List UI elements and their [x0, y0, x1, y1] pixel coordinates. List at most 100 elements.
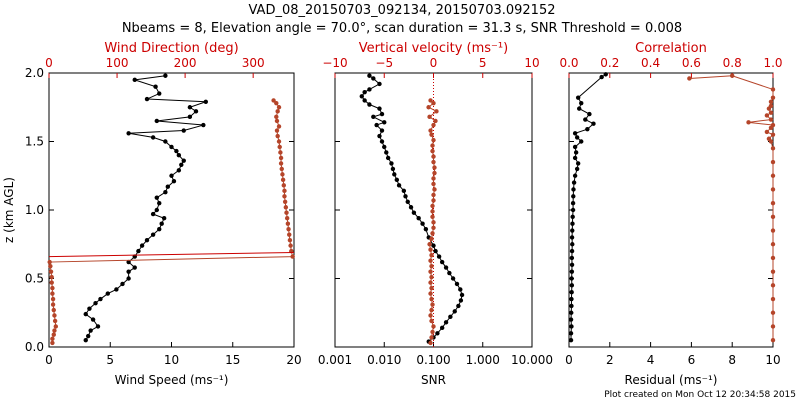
- data-point: [569, 283, 575, 288]
- data-point: [280, 172, 285, 177]
- data-point: [105, 291, 111, 296]
- top-tick-label: −5: [375, 56, 393, 70]
- data-point: [47, 259, 52, 265]
- data-point: [431, 122, 436, 128]
- data-point: [583, 117, 588, 122]
- data-point: [290, 254, 295, 259]
- data-point: [52, 328, 57, 333]
- data-point: [431, 154, 436, 159]
- created-footnote: Plot created on Mon Oct 12 20:34:58 2015: [604, 390, 796, 400]
- data-point: [569, 303, 574, 309]
- data-point: [51, 332, 56, 337]
- bottom-tick-label: 1.000: [466, 353, 500, 367]
- series-correlation: [687, 73, 776, 343]
- bottom-tick-label: 5: [106, 353, 114, 367]
- bottom-tick-label: 0.001: [318, 353, 352, 367]
- data-point: [770, 122, 776, 128]
- data-point: [276, 124, 282, 129]
- data-point: [139, 243, 145, 248]
- data-point: [171, 179, 177, 184]
- top-tick-label: 0.4: [641, 56, 660, 70]
- data-point: [770, 324, 776, 329]
- series-line: [689, 75, 774, 341]
- data-point: [439, 259, 445, 265]
- plot-frame: [48, 72, 295, 348]
- data-point: [53, 324, 59, 329]
- top-tick-label: 0.6: [682, 56, 701, 70]
- series-line: [49, 100, 294, 343]
- data-point: [571, 194, 576, 199]
- data-point: [203, 99, 208, 104]
- data-point: [275, 109, 280, 114]
- data-point: [428, 340, 433, 346]
- data-point: [603, 72, 608, 77]
- data-point: [574, 166, 580, 172]
- data-point: [154, 118, 159, 124]
- data-point: [570, 221, 575, 226]
- data-point: [568, 317, 574, 322]
- data-point: [126, 259, 131, 265]
- top-tick-label: 300: [242, 56, 265, 70]
- series-vertical-velocity: [426, 98, 439, 346]
- data-point: [187, 114, 193, 120]
- data-point: [428, 128, 433, 133]
- data-point: [434, 109, 439, 114]
- data-point: [362, 89, 367, 95]
- data-point: [367, 87, 372, 92]
- bottom-tick-label: 0.100: [416, 353, 450, 367]
- data-point: [51, 307, 56, 313]
- data-point: [403, 194, 408, 199]
- y-tick-label: 1.0: [25, 203, 44, 217]
- data-point: [770, 87, 776, 92]
- data-point: [284, 216, 290, 221]
- data-point: [431, 176, 436, 181]
- data-point: [367, 73, 372, 78]
- data-point: [377, 106, 382, 111]
- data-point: [377, 81, 382, 87]
- data-point: [570, 228, 575, 233]
- data-point: [746, 120, 751, 125]
- data-point: [433, 248, 438, 254]
- data-point: [428, 313, 433, 318]
- y-axis-title: z (km AGL): [2, 177, 16, 243]
- bottom-tick-label: 8: [728, 353, 736, 367]
- data-point: [431, 225, 436, 231]
- data-point: [150, 211, 156, 217]
- data-point: [385, 155, 391, 161]
- data-point: [90, 317, 96, 322]
- data-point: [430, 148, 435, 154]
- data-point: [570, 242, 575, 247]
- data-point: [179, 162, 184, 167]
- data-point: [169, 144, 174, 150]
- data-point: [287, 237, 293, 243]
- data-point: [766, 136, 772, 141]
- data-point: [430, 143, 435, 148]
- data-point: [379, 139, 385, 144]
- data-point: [579, 100, 584, 106]
- data-point: [50, 340, 55, 346]
- data-point: [571, 187, 576, 192]
- bottom-tick-label: 10: [765, 353, 780, 367]
- data-point: [193, 109, 199, 114]
- bottom-tick-label: 4: [647, 353, 655, 367]
- y-tick-label: 1.5: [25, 135, 44, 149]
- data-point: [428, 98, 433, 103]
- data-point: [144, 96, 150, 102]
- data-point: [430, 329, 435, 335]
- data-point: [569, 310, 574, 315]
- data-point: [458, 287, 463, 292]
- panel-wind: 0 5 10 15 20 Wind Speed (ms⁻¹) 0 100 200 300 Wind …: [2, 41, 302, 387]
- data-point: [93, 300, 98, 306]
- data-point: [433, 118, 438, 124]
- data-point: [287, 232, 292, 237]
- data-point: [430, 231, 435, 236]
- data-point: [435, 331, 440, 336]
- data-point: [577, 106, 582, 111]
- data-point: [427, 114, 432, 120]
- data-point: [394, 177, 400, 183]
- data-point: [282, 194, 287, 199]
- series-residual: [568, 72, 608, 343]
- data-point: [426, 105, 431, 110]
- data-point: [374, 122, 379, 128]
